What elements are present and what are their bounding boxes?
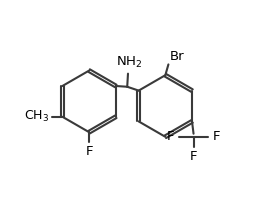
Text: CH$_3$: CH$_3$ [24, 109, 49, 124]
Text: F: F [213, 130, 220, 143]
Text: F: F [85, 145, 93, 158]
Text: Br: Br [170, 50, 184, 63]
Text: F: F [190, 150, 197, 163]
Text: F: F [167, 130, 174, 143]
Text: NH$_2$: NH$_2$ [116, 55, 142, 70]
